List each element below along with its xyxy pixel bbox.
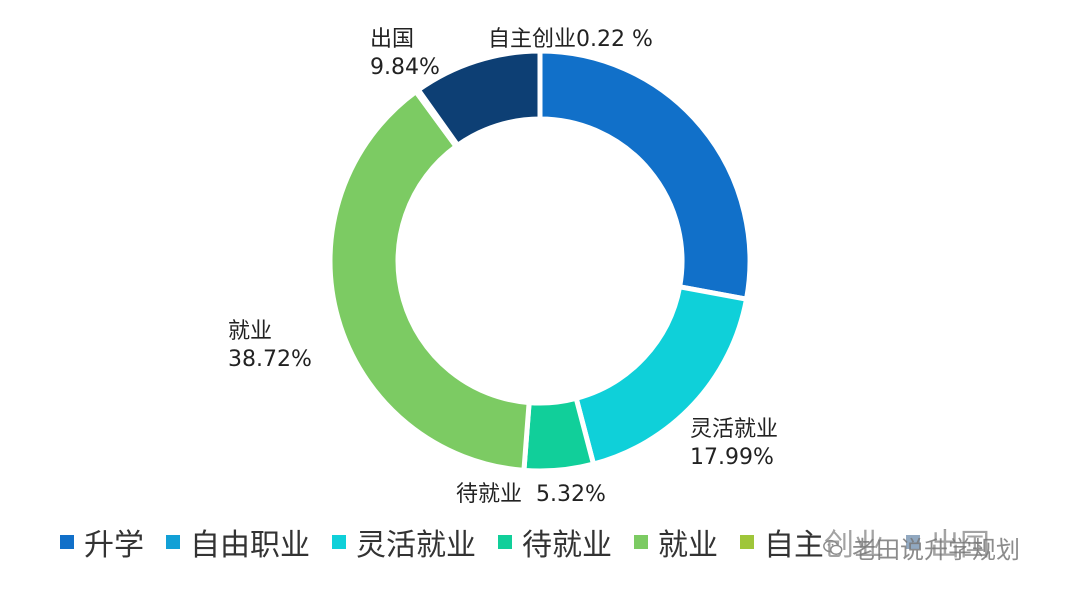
legend-label-jiuye: 就业 [658, 528, 718, 563]
data-label-zizhu: 自主创业0.22 % [488, 26, 653, 54]
data-label-daijiuye-value: 5.32% [536, 482, 606, 507]
legend-swatch-shengxue [60, 535, 74, 549]
legend-label-ziyouzhiye: 自由职业 [190, 528, 310, 563]
data-label-linghuo-value: 17.99% [690, 445, 774, 470]
legend-item-shengxue: 升学 [60, 520, 144, 564]
legend-item-ziyouzhiye: 自由职业 [166, 520, 310, 564]
legend-swatch-ziyouzhiye [166, 535, 180, 549]
data-label-jiuye-name: 就业 [228, 319, 273, 344]
data-label-chuguo: 出国 9.84% [370, 26, 440, 82]
legend-label-linghuojiuye: 灵活就业 [356, 528, 476, 563]
data-label-jiuye: 就业 38.72% [228, 318, 312, 374]
data-label-linghuo: 灵活就业 17.99% [690, 416, 778, 472]
legend-item-linghuojiuye: 灵活就业 [332, 520, 476, 564]
legend-swatch-linghuojiuye [332, 535, 346, 549]
slice-shengxue [537, 48, 753, 303]
data-label-chuguo-name: 出国 [370, 27, 415, 52]
data-label-daijiuye-name: 待就业 [456, 482, 523, 507]
legend-label-daijiuye: 待就业 [522, 528, 612, 563]
slice-chuguo [414, 48, 543, 149]
legend-swatch-zizhuchuangye [740, 535, 754, 549]
wechat-icon [823, 539, 843, 555]
data-label-daijiuye: 待就业 5.32% [456, 481, 606, 509]
data-label-jiuye-value: 38.72% [228, 347, 312, 372]
slice-jiuye [327, 88, 532, 474]
legend-item-daijiuye: 待就业 [498, 520, 612, 564]
data-label-zizhu-value: 0.22 % [576, 27, 653, 52]
watermark-text: 老田说升学规划 [852, 536, 1020, 564]
data-label-chuguo-value: 9.84% [370, 55, 440, 80]
data-label-zizhu-name: 自主创业 [488, 27, 577, 52]
legend-swatch-daijiuye [498, 535, 512, 549]
legend-item-jiuye: 就业 [634, 520, 718, 564]
watermark: 老田说升学规划 [822, 530, 1020, 565]
legend-label-shengxue: 升学 [84, 528, 144, 563]
data-label-linghuo-name: 灵活就业 [690, 417, 779, 442]
legend-swatch-jiuye [634, 535, 648, 549]
